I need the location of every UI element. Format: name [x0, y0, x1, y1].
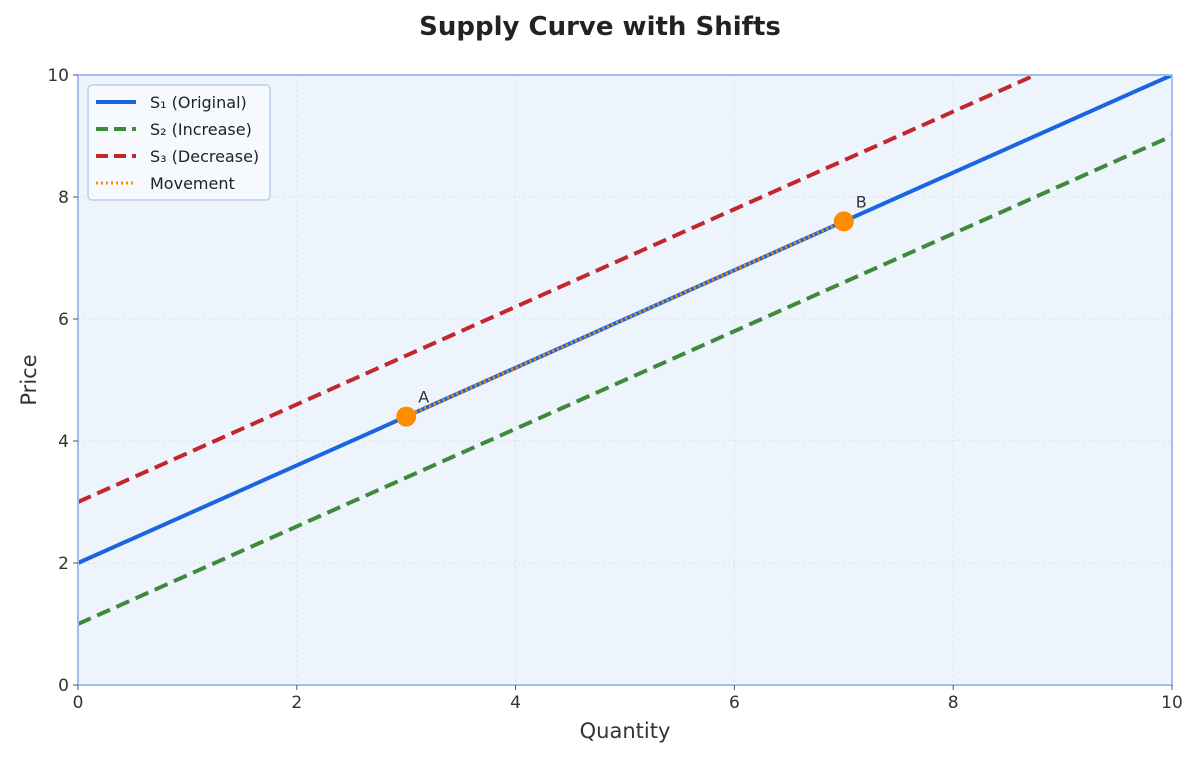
series-line-1: [78, 75, 1172, 565]
series-line-3: [78, 75, 1037, 504]
point-label-b: B: [856, 192, 867, 211]
x-tick-label: 0: [73, 693, 84, 713]
x-tick-label: 8: [948, 693, 959, 713]
legend-label-2: S₂ (Increase): [150, 120, 252, 139]
legend-label-3: S₃ (Decrease): [150, 147, 259, 166]
y-tick-label: 2: [58, 554, 69, 574]
x-tick-label: 4: [510, 693, 521, 713]
y-tick-label: 10: [47, 66, 69, 86]
series-line-2: [78, 134, 1172, 626]
legend-label-4: Movement: [150, 174, 235, 193]
y-tick-label: 0: [58, 676, 69, 696]
legend-label-1: S₁ (Original): [150, 93, 247, 112]
point-a: [396, 406, 417, 427]
point-b: [833, 211, 854, 232]
y-tick-label: 4: [58, 432, 69, 452]
y-axis-label: Price: [17, 354, 41, 405]
chart-title: Supply Curve with Shifts: [419, 12, 781, 42]
x-tick-label: 6: [729, 693, 740, 713]
point-label-a: A: [418, 388, 429, 407]
x-tick-label: 2: [291, 693, 302, 713]
y-tick-label: 8: [58, 188, 69, 208]
y-tick-label: 6: [58, 310, 69, 330]
series-group: [78, 75, 1172, 626]
x-tick-label: 10: [1161, 693, 1183, 713]
legend-box: [87, 84, 271, 201]
x-axis-label: Quantity: [580, 719, 671, 743]
plot-frame: [77, 74, 1173, 686]
